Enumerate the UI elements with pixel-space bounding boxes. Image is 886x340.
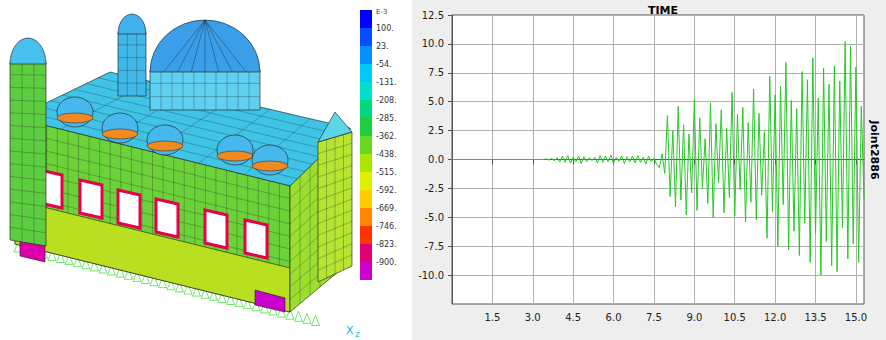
svg-text:12.0: 12.0 [764, 312, 786, 323]
svg-text:-900.: -900. [376, 258, 397, 267]
svg-text:-5.0: -5.0 [424, 212, 444, 223]
svg-text:12.5: 12.5 [422, 10, 444, 21]
svg-text:-669.: -669. [376, 204, 397, 213]
svg-text:-362.: -362. [376, 132, 397, 141]
svg-text:-823.: -823. [376, 240, 397, 249]
svg-text:-2.5: -2.5 [424, 183, 444, 194]
svg-text:-10.0: -10.0 [418, 270, 444, 281]
svg-text:6.0: 6.0 [606, 312, 622, 323]
svg-text:1.5: 1.5 [484, 312, 500, 323]
svg-text:-515.: -515. [376, 168, 397, 177]
svg-text:100.: 100. [376, 24, 394, 33]
svg-text:X: X [346, 324, 354, 337]
svg-text:7.5: 7.5 [646, 312, 662, 323]
svg-text:-7.5: -7.5 [424, 241, 444, 252]
svg-text:4.5: 4.5 [565, 312, 581, 323]
svg-text:-746.: -746. [376, 222, 397, 231]
svg-text:13.5: 13.5 [804, 312, 826, 323]
svg-text:-54.: -54. [376, 60, 392, 69]
svg-text:-592.: -592. [376, 186, 397, 195]
svg-text:E-3: E-3 [376, 8, 387, 16]
svg-text:3.0: 3.0 [525, 312, 541, 323]
svg-text:7.5: 7.5 [428, 67, 444, 78]
svg-text:TIME: TIME [648, 4, 678, 17]
svg-text:10.5: 10.5 [724, 312, 746, 323]
svg-text:23.: 23. [376, 42, 389, 51]
svg-text:9.0: 9.0 [686, 312, 702, 323]
svg-text:10.0: 10.0 [422, 38, 444, 49]
svg-text:-208.: -208. [376, 96, 397, 105]
svg-text:-131.: -131. [376, 78, 397, 87]
svg-text:-438.: -438. [376, 150, 397, 159]
svg-text:2.5: 2.5 [428, 125, 444, 136]
svg-text:Joint2886: Joint2886 [868, 119, 881, 179]
svg-text:0.0: 0.0 [428, 154, 444, 165]
svg-text:Z: Z [355, 331, 360, 339]
svg-text:5.0: 5.0 [428, 96, 444, 107]
svg-text:15.0: 15.0 [845, 312, 867, 323]
svg-text:-285.: -285. [376, 114, 397, 123]
